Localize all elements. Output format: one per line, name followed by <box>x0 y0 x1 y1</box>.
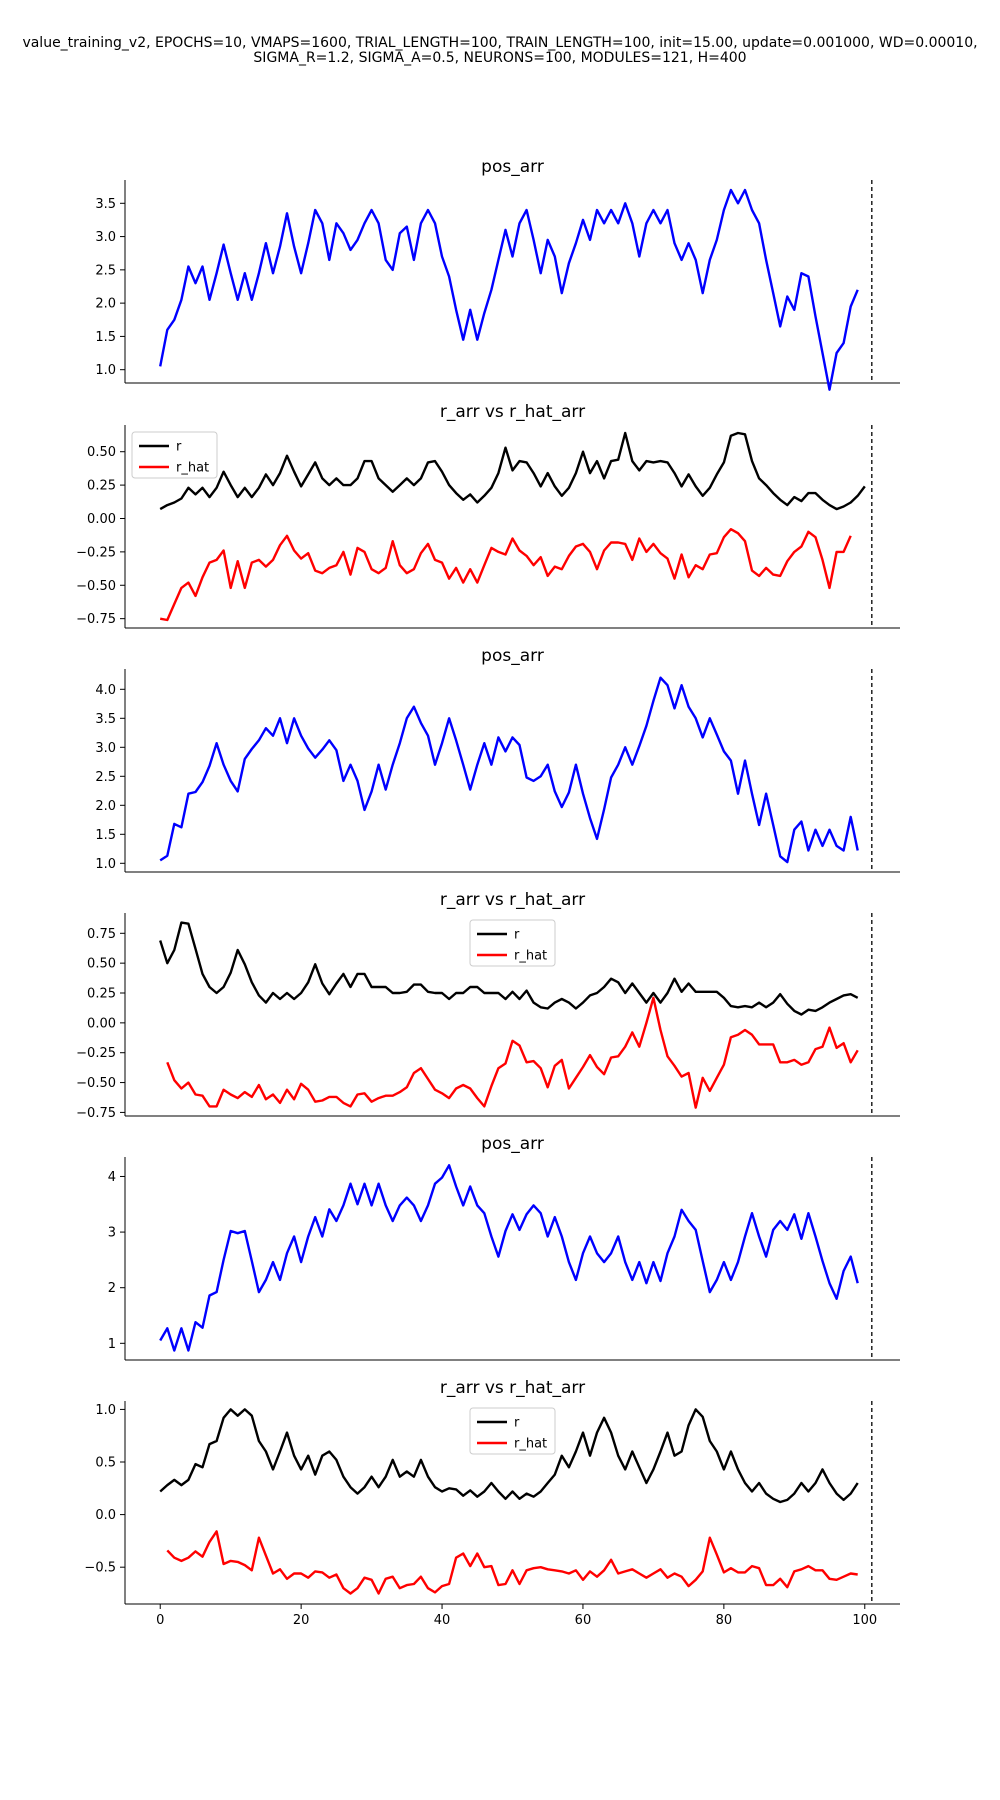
y-tick-label: 0.50 <box>87 957 116 972</box>
x-tick-label: 80 <box>716 1613 733 1628</box>
y-tick-label: 3.0 <box>95 741 116 756</box>
y-tick-label: −0.25 <box>76 1046 116 1061</box>
figure-suptitle-line-1: value_training_v2, EPOCHS=10, VMAPS=1600… <box>22 35 977 51</box>
y-tick-label: 0.25 <box>87 987 116 1002</box>
y-tick-label: 0.0 <box>95 1508 116 1523</box>
series-line-pos <box>159 188 859 391</box>
legend-label-r: r <box>514 1416 520 1431</box>
y-tick-label: 1.0 <box>95 857 116 872</box>
figure-suptitle-line-2: SIGMA_R=1.2, SIGMA_A=0.5, NEURONS=100, M… <box>253 50 746 66</box>
y-tick-label: 0.5 <box>95 1456 116 1471</box>
y-tick-label: 0.25 <box>87 479 116 494</box>
subplot-2-title: r_arr vs r_hat_arr <box>440 402 585 422</box>
x-tick-label: 100 <box>852 1613 877 1628</box>
y-tick-label: 0.50 <box>87 445 116 460</box>
y-tick-label: −0.75 <box>76 1106 116 1121</box>
x-tick-label: 0 <box>156 1613 164 1628</box>
subplot-1: pos_arr 1.0 1.5 2.0 2.5 3.0 3.5 <box>95 157 900 391</box>
y-tick-label: 1.5 <box>95 330 116 345</box>
x-tick-label: 40 <box>434 1613 451 1628</box>
series-line-pos <box>159 1164 859 1352</box>
series-line-r <box>159 1408 859 1504</box>
series-line-r <box>159 921 859 1016</box>
series-line-r_hat <box>166 1530 858 1595</box>
x-tick-label: 60 <box>575 1613 592 1628</box>
y-tick-label: −0.50 <box>76 579 116 594</box>
y-tick-label: 2.0 <box>95 799 116 814</box>
y-tick-label: 0.75 <box>87 927 116 942</box>
y-tick-label: 1.0 <box>95 363 116 378</box>
subplot-5: pos_arr 1 2 3 4 <box>108 1134 900 1361</box>
y-tick-label: 4 <box>108 1170 116 1185</box>
subplot-6: r_arr vs r_hat_arr 1.0 0.5 0.0 −0.5 0 20 40 60 80… <box>84 1378 900 1628</box>
subplot-4-title: r_arr vs r_hat_arr <box>440 890 585 910</box>
y-tick-label: 1 <box>108 1337 116 1352</box>
y-tick-label: 2 <box>108 1281 116 1296</box>
y-tick-label: 2.5 <box>95 770 116 785</box>
y-tick-label: 3 <box>108 1226 116 1241</box>
subplot-2: r_arr vs r_hat_arr 0.50 0.25 0.00 −0.25 −0.50… <box>76 402 900 629</box>
y-tick-label: 4.0 <box>95 683 116 698</box>
y-tick-label: 2.5 <box>95 263 116 278</box>
legend-label-r_hat: r_hat <box>514 1437 547 1452</box>
x-tick-label: 20 <box>293 1613 310 1628</box>
y-tick-label: 0.00 <box>87 512 116 527</box>
y-tick-label: −0.25 <box>76 545 116 560</box>
y-tick-label: 3.5 <box>95 712 116 727</box>
series-line-pos <box>159 676 859 864</box>
y-tick-label: −0.50 <box>76 1076 116 1091</box>
legend: r r_hat <box>131 431 218 479</box>
subplot-3-title: pos_arr <box>481 646 544 666</box>
legend-label-r: r <box>514 928 520 943</box>
y-tick-label: 2.0 <box>95 297 116 312</box>
series-line-r <box>159 431 866 511</box>
y-tick-label: 3.5 <box>95 197 116 212</box>
y-tick-label: 3.0 <box>95 230 116 245</box>
y-tick-label: −0.75 <box>76 612 116 627</box>
subplot-5-title: pos_arr <box>481 1134 544 1154</box>
y-tick-label: 1.5 <box>95 828 116 843</box>
subplot-4: r_arr vs r_hat_arr 0.75 0.50 0.25 0.00 −0.25 −… <box>76 890 900 1121</box>
subplot-1-title: pos_arr <box>481 157 544 177</box>
subplot-6-title: r_arr vs r_hat_arr <box>440 1378 585 1398</box>
legend-label-r: r <box>176 440 182 455</box>
legend-label-r_hat: r_hat <box>514 949 547 964</box>
y-tick-label: 1.0 <box>95 1403 116 1418</box>
y-tick-label: −0.5 <box>84 1561 116 1576</box>
subplot-stack: pos_arr 1.0 1.5 2.0 2.5 3.0 3.5 r_arr vs r_hat_… <box>76 157 900 1628</box>
subplot-3: pos_arr 1.0 1.5 2.0 2.5 3.0 3.5 4.0 <box>95 646 900 873</box>
legend-label-r_hat: r_hat <box>176 461 209 476</box>
legend: r r_hat <box>469 1407 556 1455</box>
series-line-r_hat <box>159 528 852 622</box>
legend: r r_hat <box>469 919 556 967</box>
y-tick-label: 0.00 <box>87 1016 116 1031</box>
series-line-r_hat <box>166 996 859 1109</box>
